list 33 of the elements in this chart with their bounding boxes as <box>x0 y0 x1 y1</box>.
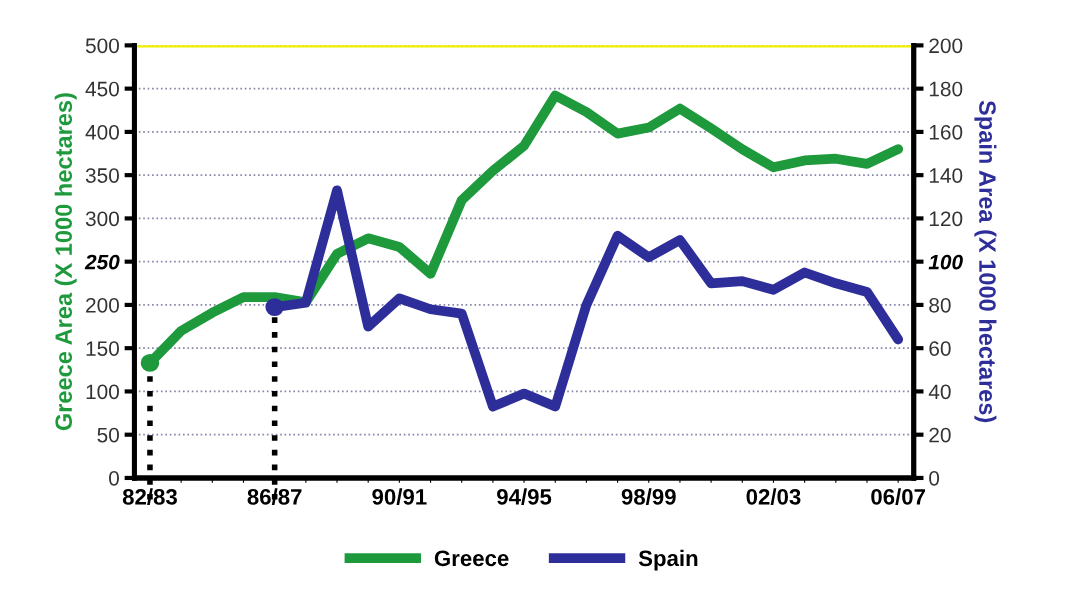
y2-tick-label: 140 <box>929 168 963 183</box>
x-tick-label: 98/99 <box>621 488 676 505</box>
x-tick-label: 06/07 <box>871 488 925 505</box>
y-tick-label: 300 <box>85 211 119 227</box>
y2-tick-label: 80 <box>929 297 951 313</box>
x-tick-label: 02/03 <box>746 488 801 505</box>
legend-label: Greece <box>434 550 509 567</box>
y2-tick-label: 60 <box>929 341 951 356</box>
y-tick-label: 450 <box>85 81 119 97</box>
y-tick-label: 500 <box>85 38 119 54</box>
y-tick-label: 400 <box>85 124 119 140</box>
y2-tick-label: 120 <box>929 211 963 227</box>
x-tick-label: 86/87 <box>247 488 302 505</box>
y-tick-label: 350 <box>85 168 119 183</box>
y2-tick-label: 160 <box>929 124 963 140</box>
x-tick-label: 82/83 <box>122 488 177 505</box>
y-tick-label: 150 <box>86 341 119 356</box>
y-tick-label: 50 <box>97 427 119 443</box>
legend-label: Spain <box>638 549 698 571</box>
y2-tick-label: 200 <box>929 38 963 54</box>
x-tick-label: 90/91 <box>372 488 427 505</box>
x-tick-label: 94/95 <box>497 488 552 505</box>
y-tick-label: 100 <box>86 384 119 400</box>
y-tick-label: 200 <box>86 297 119 313</box>
y-tick-label: 0 <box>109 470 119 486</box>
y2-tick-label: 40 <box>928 384 951 400</box>
y2-tick-label: 20 <box>929 427 951 443</box>
y2-tick-label: 100 <box>928 254 963 270</box>
y2-tick-label: 180 <box>929 81 963 97</box>
y-axis-title: Greece Area (X 1000 hectares) <box>54 93 77 431</box>
y2-axis-title: Spain Area (X 1000 hectares) <box>974 100 997 423</box>
y2-tick-label: 0 <box>929 470 940 486</box>
y-tick-label: 250 <box>84 254 120 270</box>
